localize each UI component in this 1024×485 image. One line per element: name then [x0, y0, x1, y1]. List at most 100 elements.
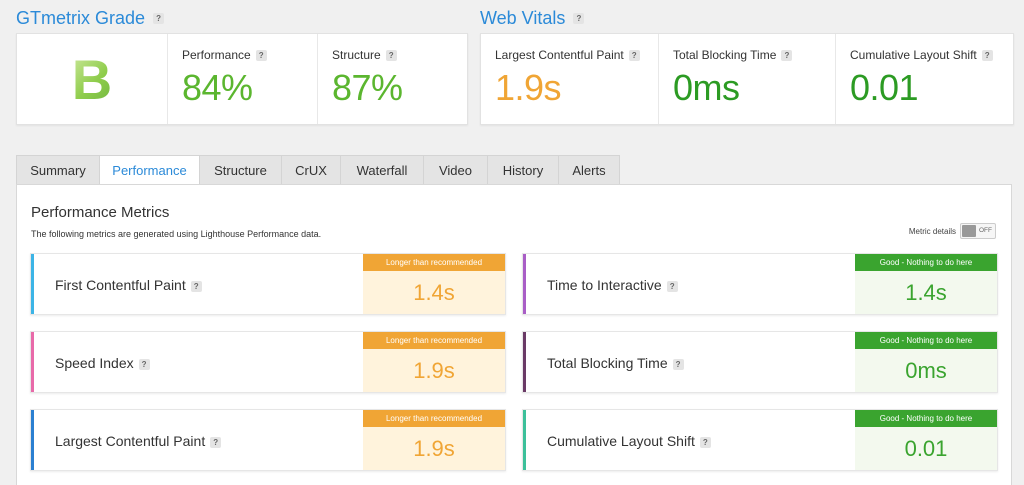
- structure-score-value: 87%: [332, 67, 403, 108]
- gtmetrix-grade-title: GTmetrix Grade?: [16, 8, 165, 29]
- metric-value: 0ms: [905, 358, 947, 383]
- gtmetrix-grade-title-text: GTmetrix Grade: [16, 8, 146, 28]
- metric-color-bar: [31, 410, 34, 470]
- metric-name-text: Cumulative Layout Shift: [547, 433, 695, 449]
- tbt-vital-label-text: Total Blocking Time: [673, 48, 777, 62]
- performance-score-label-text: Performance: [182, 48, 251, 62]
- performance-score-cell: Performance? 84%: [167, 34, 317, 124]
- help-icon[interactable]: ?: [573, 12, 585, 24]
- metric-details-label: Metric details: [908, 226, 956, 236]
- metric-color-bar: [31, 332, 34, 392]
- metric-name: Largest Contentful Paint?: [55, 433, 222, 449]
- help-icon[interactable]: ?: [385, 50, 397, 62]
- metric-status-box: Longer than recommended 1.9s: [363, 332, 505, 392]
- metric-color-bar: [523, 410, 526, 470]
- metric-status-box: Good - Nothing to do here 0ms: [855, 332, 997, 392]
- metric-name-text: Time to Interactive: [547, 277, 662, 293]
- lcp-vital-label: Largest Contentful Paint?: [495, 48, 658, 62]
- panel-title: Performance Metrics: [31, 204, 170, 221]
- help-icon[interactable]: ?: [153, 12, 165, 24]
- metric-card-fcp[interactable]: First Contentful Paint? Longer than reco…: [30, 253, 506, 315]
- metric-name: First Contentful Paint?: [55, 277, 202, 293]
- metric-name: Time to Interactive?: [547, 277, 678, 293]
- performance-panel: Performance Metrics The following metric…: [16, 184, 1012, 485]
- panel-subtitle: The following metrics are generated usin…: [31, 229, 322, 239]
- help-icon[interactable]: ?: [981, 50, 993, 62]
- metric-status-banner: Good - Nothing to do here: [855, 332, 997, 349]
- metric-details-toggle[interactable]: OFF: [960, 223, 996, 239]
- cls-vital-value: 0.01: [850, 67, 919, 108]
- cls-vital-label-text: Cumulative Layout Shift: [850, 48, 977, 62]
- help-icon[interactable]: ?: [138, 358, 150, 370]
- performance-score-value: 84%: [182, 67, 253, 108]
- help-icon[interactable]: ?: [190, 280, 202, 292]
- metric-status-banner: Good - Nothing to do here: [855, 410, 997, 427]
- web-vitals-title: Web Vitals?: [480, 8, 585, 29]
- metric-color-bar: [523, 254, 526, 314]
- metric-card-tbt[interactable]: Total Blocking Time? Good - Nothing to d…: [522, 331, 998, 393]
- metric-value: 1.4s: [905, 280, 947, 305]
- help-icon[interactable]: ?: [210, 436, 222, 448]
- metric-value: 1.9s: [413, 358, 455, 383]
- performance-score-label: Performance?: [182, 48, 317, 62]
- tbt-vital-label: Total Blocking Time?: [673, 48, 835, 62]
- metric-card-tti[interactable]: Time to Interactive? Good - Nothing to d…: [522, 253, 998, 315]
- metric-status-banner: Good - Nothing to do here: [855, 254, 997, 271]
- metric-color-bar: [523, 332, 526, 392]
- structure-score-label-text: Structure: [332, 48, 381, 62]
- metric-name-text: First Contentful Paint: [55, 277, 186, 293]
- metric-name-text: Speed Index: [55, 355, 134, 371]
- grade-card: B Performance? 84% Structure? 87%: [16, 33, 468, 125]
- metric-status-box: Longer than recommended 1.4s: [363, 254, 505, 314]
- tab-video[interactable]: Video: [424, 155, 488, 185]
- tab-history[interactable]: History: [488, 155, 559, 185]
- metric-card-cls[interactable]: Cumulative Layout Shift? Good - Nothing …: [522, 409, 998, 471]
- metric-status-box: Good - Nothing to do here 1.4s: [855, 254, 997, 314]
- grade-cell: B: [17, 34, 167, 124]
- toggle-state-text: OFF: [979, 227, 992, 234]
- help-icon[interactable]: ?: [672, 358, 684, 370]
- grade-letter: B: [71, 47, 113, 111]
- tab-performance[interactable]: Performance: [100, 155, 200, 185]
- structure-score-label: Structure?: [332, 48, 467, 62]
- metric-card-speed-index[interactable]: Speed Index? Longer than recommended 1.9…: [30, 331, 506, 393]
- metric-status-banner: Longer than recommended: [363, 410, 505, 427]
- tab-crux[interactable]: CrUX: [282, 155, 341, 185]
- tbt-vital-value: 0ms: [673, 67, 740, 108]
- metric-name: Speed Index?: [55, 355, 150, 371]
- lcp-vital-cell: Largest Contentful Paint? 1.9s: [481, 34, 658, 124]
- metric-name-text: Total Blocking Time: [547, 355, 668, 371]
- metric-value: 0.01: [904, 436, 948, 461]
- metric-status-box: Longer than recommended 1.9s: [363, 410, 505, 470]
- structure-score-cell: Structure? 87%: [317, 34, 467, 124]
- lcp-vital-label-text: Largest Contentful Paint: [495, 48, 624, 62]
- tab-structure[interactable]: Structure: [200, 155, 282, 185]
- cls-vital-label: Cumulative Layout Shift?: [850, 48, 1011, 62]
- metric-status-banner: Longer than recommended: [363, 332, 505, 349]
- lcp-vital-value: 1.9s: [495, 67, 562, 108]
- help-icon[interactable]: ?: [666, 280, 678, 292]
- tbt-vital-cell: Total Blocking Time? 0ms: [658, 34, 835, 124]
- metric-details-control: Metric details OFF: [909, 223, 996, 239]
- tab-alerts[interactable]: Alerts: [559, 155, 620, 185]
- metric-name-text: Largest Contentful Paint: [55, 433, 206, 449]
- help-icon[interactable]: ?: [699, 436, 711, 448]
- metric-card-lcp[interactable]: Largest Contentful Paint? Longer than re…: [30, 409, 506, 471]
- web-vitals-card: Largest Contentful Paint? 1.9s Total Blo…: [480, 33, 1014, 125]
- report-tabs: Summary Performance Structure CrUX Water…: [16, 155, 620, 185]
- metric-name: Total Blocking Time?: [547, 355, 684, 371]
- web-vitals-title-text: Web Vitals: [480, 8, 566, 28]
- metric-color-bar: [31, 254, 34, 314]
- metric-status-banner: Longer than recommended: [363, 254, 505, 271]
- help-icon[interactable]: ?: [781, 50, 793, 62]
- tab-summary[interactable]: Summary: [16, 155, 100, 185]
- metric-name: Cumulative Layout Shift?: [547, 433, 711, 449]
- toggle-knob: [962, 225, 976, 237]
- tab-waterfall[interactable]: Waterfall: [341, 155, 424, 185]
- cls-vital-cell: Cumulative Layout Shift? 0.01: [835, 34, 1011, 124]
- help-icon[interactable]: ?: [255, 50, 267, 62]
- metric-status-box: Good - Nothing to do here 0.01: [855, 410, 997, 470]
- metric-value: 1.4s: [413, 280, 455, 305]
- metric-value: 1.9s: [413, 436, 455, 461]
- help-icon[interactable]: ?: [628, 50, 640, 62]
